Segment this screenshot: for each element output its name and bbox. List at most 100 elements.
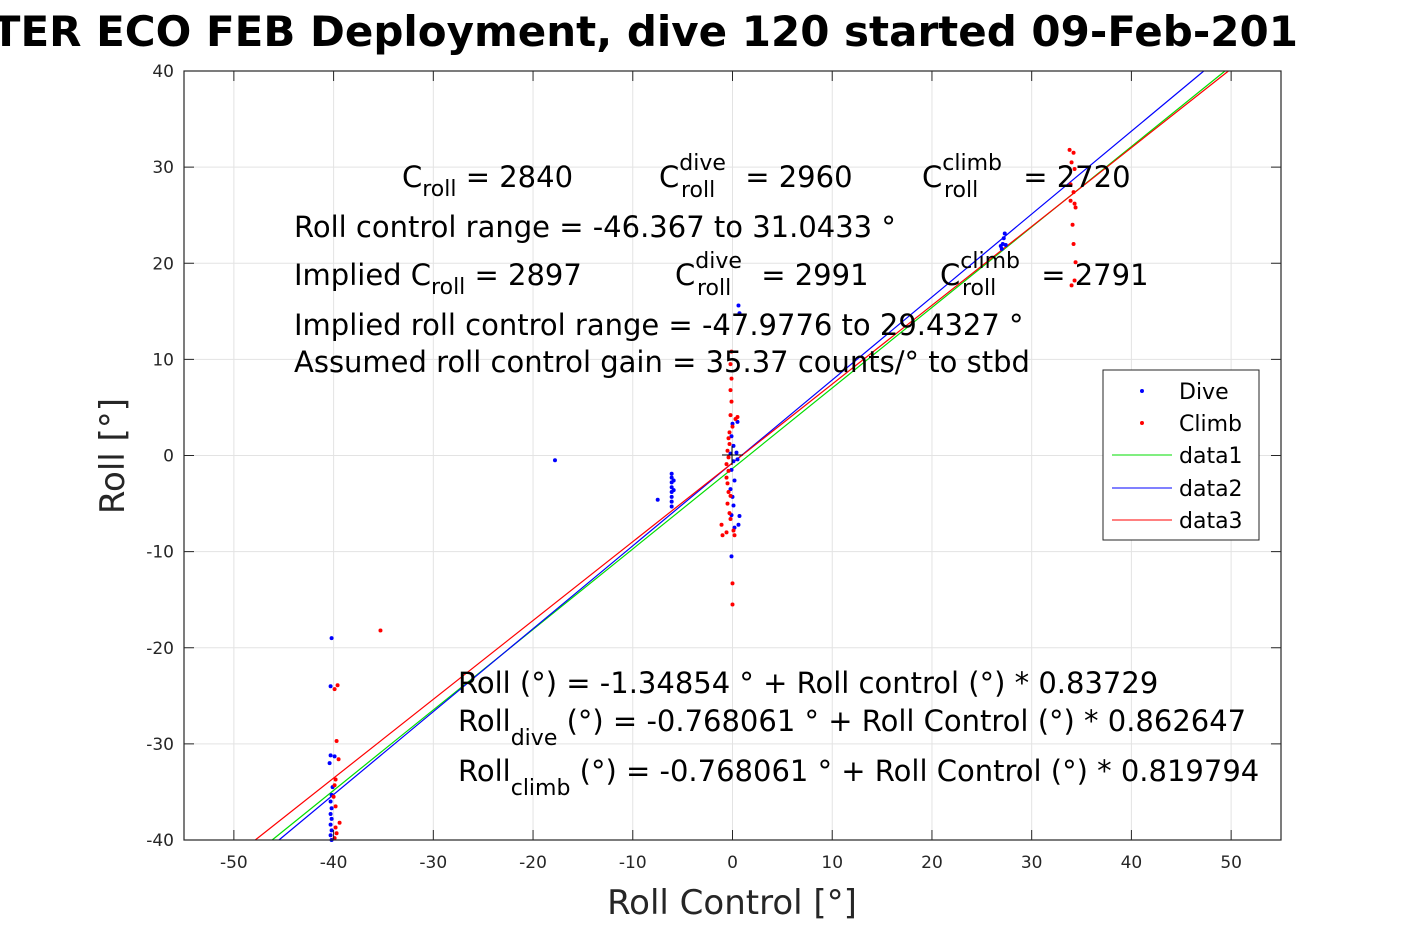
implied-c-roll-climb-annotation: Cclimb roll = 2791: [940, 249, 1149, 301]
point-climb: [1072, 167, 1077, 172]
point-climb: [728, 388, 733, 393]
y-tick-label: 10: [152, 350, 174, 370]
assumed-gain-annotation: Assumed roll control gain = 35.37 counts…: [294, 345, 1030, 379]
y-axis-ticks: -40 -30 -20 -10 0 10 20 30 40: [146, 62, 1281, 851]
c-roll-annotation: Croll = 2840: [402, 160, 573, 202]
point-dive: [730, 421, 735, 426]
point-dive: [328, 753, 333, 758]
legend-marker-dive: [1140, 389, 1144, 393]
x-tick-label: -30: [419, 853, 447, 873]
legend-item-data3: data3: [1112, 509, 1243, 534]
calibration-annotations: Croll = 2840 Cdive roll = 2960 Cclimb roll…: [294, 151, 1149, 379]
point-climb: [1068, 198, 1073, 203]
x-tick-label: 0: [727, 853, 738, 873]
point-climb: [729, 349, 734, 354]
legend-item-dive: Dive: [1140, 380, 1229, 405]
y-tick-label: 0: [163, 447, 174, 467]
point-climb: [726, 490, 731, 495]
point-climb: [720, 533, 725, 538]
point-climb: [1067, 147, 1072, 152]
fit-equations: Roll (°) = -1.34854 ° + Roll control (°)…: [458, 666, 1259, 801]
legend-item-climb: Climb: [1140, 412, 1242, 437]
roll-control-range-annotation: Roll control range = -46.367 to 31.0433 …: [294, 210, 896, 244]
point-dive: [669, 475, 674, 480]
legend: Dive Climb data1 data2 data3: [1102, 369, 1260, 541]
x-tick-label: 50: [1220, 853, 1242, 873]
point-dive: [731, 503, 736, 508]
c-roll-dive-annotation: Cdive roll = 2960: [659, 151, 853, 203]
y-tick-label: -40: [146, 831, 174, 851]
point-dive: [327, 761, 332, 766]
point-climb: [730, 581, 735, 586]
point-dive: [329, 636, 334, 641]
y-tick-label: -10: [146, 543, 174, 563]
point-climb: [731, 528, 736, 533]
point-dive: [737, 311, 742, 316]
point-dive: [669, 471, 674, 476]
y-tick-label: 30: [152, 158, 174, 178]
point-dive: [728, 487, 733, 492]
point-climb: [1069, 283, 1074, 288]
point-climb: [336, 757, 341, 762]
point-climb: [1068, 182, 1073, 187]
point-climb: [730, 602, 735, 607]
point-climb: [1069, 160, 1074, 165]
x-tick-label: 30: [1021, 853, 1043, 873]
legend-label-climb: Climb: [1179, 412, 1242, 437]
point-climb: [337, 820, 342, 825]
x-axis-label: Roll Control [°]: [607, 883, 857, 923]
point-climb: [719, 522, 724, 527]
point-climb: [1070, 222, 1075, 227]
x-tick-label: 10: [821, 853, 843, 873]
point-climb: [726, 436, 731, 441]
point-climb: [724, 530, 729, 535]
point-climb: [729, 399, 734, 404]
point-dive: [729, 434, 734, 439]
point-climb: [728, 493, 733, 498]
point-dive: [332, 754, 337, 759]
x-tick-label: -40: [320, 853, 348, 873]
point-dive: [671, 488, 676, 493]
y-axis-label: Roll [°]: [93, 398, 133, 514]
point-dive: [736, 522, 741, 527]
point-dive: [735, 419, 740, 424]
implied-c-roll-annotation: Implied Croll = 2897: [294, 258, 582, 300]
point-climb: [728, 516, 733, 521]
point-dive: [329, 806, 334, 811]
x-axis-ticks: -50 -40 -30 -20 -10 0 10 20 30 40 50: [220, 71, 1242, 873]
point-climb: [725, 481, 730, 486]
origin-crosshair: [722, 446, 743, 465]
point-climb: [732, 533, 737, 538]
x-tick-label: -20: [519, 853, 547, 873]
implied-c-roll-dive-annotation: Cdive roll = 2991: [675, 249, 869, 301]
point-climb: [332, 687, 337, 692]
point-climb: [727, 430, 732, 435]
point-climb: [334, 738, 339, 743]
fit-equation-dive: Rolldive (°) = -0.768061 ° + Roll Contro…: [458, 704, 1246, 751]
point-dive: [552, 458, 557, 463]
legend-label-data2: data2: [1179, 477, 1243, 502]
point-climb: [333, 777, 338, 782]
x-tick-label: -50: [220, 853, 248, 873]
point-dive: [328, 812, 333, 817]
point-climb: [333, 825, 338, 830]
point-dive: [1003, 242, 1008, 247]
point-climb: [333, 804, 338, 809]
point-dive: [737, 514, 742, 519]
point-dive: [736, 303, 741, 308]
legend-marker-climb: [1140, 421, 1144, 425]
legend-label-data1: data1: [1179, 444, 1243, 469]
point-dive: [328, 684, 333, 689]
y-tick-label: -20: [146, 639, 174, 659]
point-dive: [734, 450, 739, 455]
point-climb: [728, 413, 733, 418]
point-climb: [725, 501, 730, 506]
x-tick-label: 40: [1121, 853, 1143, 873]
point-climb: [726, 468, 731, 473]
point-dive: [1001, 236, 1006, 241]
legend-item-data2: data2: [1112, 477, 1243, 502]
point-climb: [1073, 205, 1078, 210]
legend-label-dive: Dive: [1179, 380, 1229, 405]
point-climb: [728, 362, 733, 367]
